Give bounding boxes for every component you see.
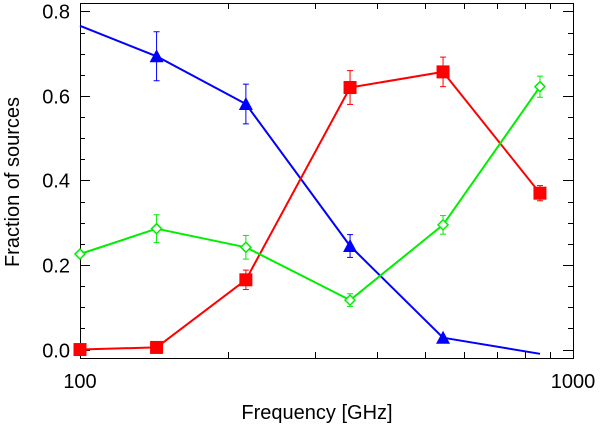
x-tick-label: 1000 (551, 371, 596, 393)
axes-group: 0.0 0.2 0.4 0.6 0.8 100 1000 (42, 2, 595, 394)
y-tick-label: 0.4 (42, 171, 70, 193)
square-marker (533, 186, 547, 200)
triangle-series-line (79, 24, 541, 355)
square-marker (343, 81, 357, 95)
square-series (73, 56, 547, 357)
triangle-marker (436, 330, 451, 344)
square-marker (436, 65, 450, 79)
square-series-line (79, 70, 541, 351)
y-tick-label: 0.2 (42, 256, 70, 278)
diamond-series-line (79, 86, 541, 302)
diamond-marker (239, 241, 252, 254)
triangle-marker (238, 97, 253, 111)
x-axis-title: Frequency [GHz] (241, 402, 392, 424)
square-marker (150, 340, 164, 354)
y-axis-title: Fraction of sources (2, 97, 24, 267)
diamond-marker (150, 222, 163, 235)
diamond-marker (533, 80, 547, 93)
square-marker (73, 343, 87, 357)
triangle-marker (343, 239, 358, 253)
triangle-marker (149, 49, 164, 63)
diamond-marker (343, 294, 357, 307)
y-tick-label: 0.0 (42, 341, 70, 363)
y-tick-label: 0.8 (42, 2, 70, 24)
series-layer (73, 24, 547, 357)
y-tick-label: 0.6 (42, 87, 70, 109)
diamond-marker (436, 218, 450, 231)
x-tick-label: 100 (63, 371, 96, 393)
square-marker (239, 273, 253, 287)
diamond-marker (73, 247, 87, 261)
triangle-series (79, 24, 541, 355)
diamond-series (73, 75, 547, 307)
